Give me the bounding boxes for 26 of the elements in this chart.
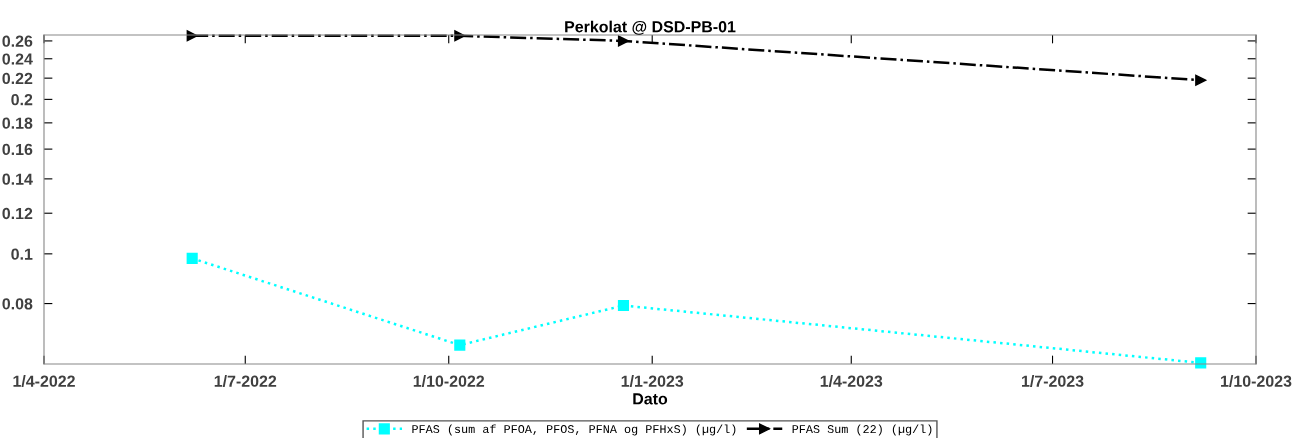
chart-title: Perkolat @ DSD-PB-01 bbox=[565, 20, 736, 35]
y-tick-label: 0.2 bbox=[11, 94, 33, 106]
x-axis-title: Dato bbox=[633, 393, 668, 405]
y-tick-label: 0.08 bbox=[2, 298, 33, 310]
x-tick-label: 1/7-2022 bbox=[214, 375, 277, 388]
y-tick-label: 0.16 bbox=[2, 143, 33, 156]
x-tick-label: 1/10-2022 bbox=[413, 375, 485, 388]
y-tick-label: 0.26 bbox=[2, 35, 33, 47]
x-tick-label: 1/4-2022 bbox=[13, 375, 75, 388]
x-tick-label: 1/7-2023 bbox=[1022, 375, 1084, 388]
point bbox=[1195, 74, 1207, 86]
y-tick-label: 0.1 bbox=[11, 248, 33, 260]
point bbox=[617, 35, 630, 47]
y-tick-label: 0.24 bbox=[2, 53, 33, 65]
x-tick-label: 1/10-2023 bbox=[1221, 375, 1292, 388]
point bbox=[454, 339, 466, 351]
point bbox=[186, 252, 198, 264]
x-tick-label: 1/1-2023 bbox=[621, 375, 684, 388]
legend-label: PFAS Sum (22) (µg/l) bbox=[792, 424, 932, 436]
y-tick-label: 0.14 bbox=[2, 173, 33, 185]
y-tick-label: 0.12 bbox=[2, 207, 33, 220]
point bbox=[617, 299, 630, 312]
y-tick-label: 0.18 bbox=[2, 117, 33, 129]
legend-label: PFAS (sum af PFOA, PFOS, PFNA og PFHxS) (µg/l) bbox=[412, 424, 736, 436]
y-tick-label: 0.22 bbox=[2, 72, 33, 85]
x-tick-label: 1/4-2023 bbox=[820, 375, 883, 388]
